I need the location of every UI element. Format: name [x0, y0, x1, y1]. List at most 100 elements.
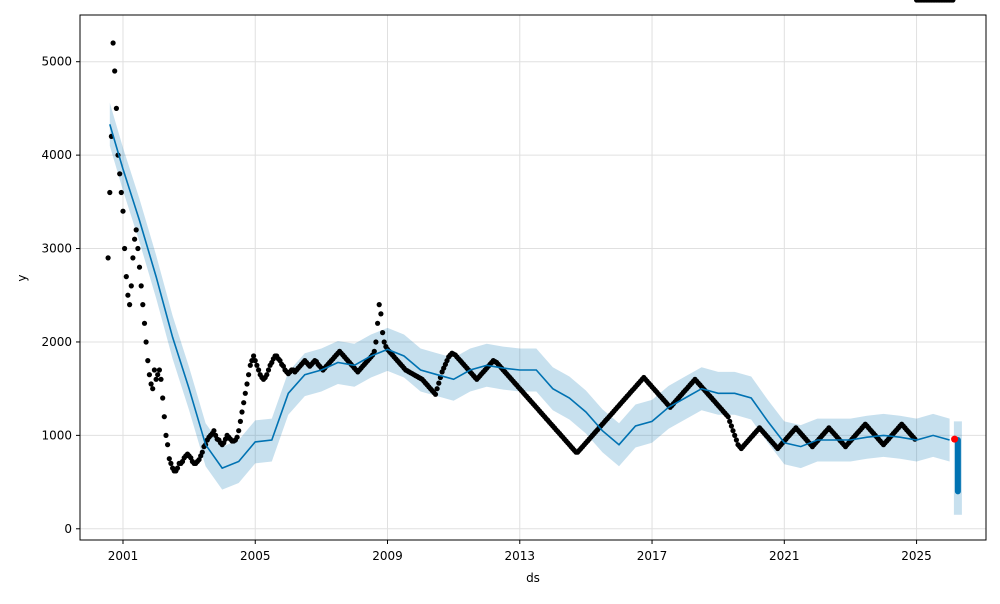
- observed-point: [434, 386, 440, 392]
- forecast-line: [109, 124, 950, 470]
- x-axis: 2001 2005 2009 2013 2017 2021 2025: [108, 540, 932, 563]
- observed-point: [252, 358, 258, 364]
- y-tick-label: 1000: [41, 428, 72, 442]
- observed-point: [239, 409, 245, 415]
- x-tick-label: 2001: [108, 549, 139, 563]
- observed-point: [432, 391, 439, 397]
- x-tick-label: 2017: [637, 549, 668, 563]
- observed-point: [151, 367, 157, 373]
- observed-point: [133, 227, 139, 233]
- observed-point: [158, 376, 164, 382]
- observed-point: [161, 414, 167, 420]
- y-axis: 0 1000 2000 3000 4000 5000: [41, 55, 80, 536]
- observed-point: [118, 189, 124, 196]
- observed-point: [236, 428, 242, 434]
- observed-point: [950, 0, 956, 3]
- observed-point: [237, 418, 243, 424]
- observed-point: [256, 367, 262, 373]
- observed-point: [211, 428, 217, 434]
- y-tick-label: 0: [64, 522, 72, 536]
- observed-point: [725, 414, 731, 420]
- x-tick-label: 2013: [505, 549, 536, 563]
- observed-point: [732, 432, 738, 438]
- observed-point: [727, 418, 733, 424]
- last-observed-marker: [951, 435, 959, 443]
- observed-point: [242, 390, 248, 396]
- observed-point: [247, 362, 253, 368]
- observed-point: [140, 302, 146, 308]
- observed-point: [241, 400, 247, 406]
- observed-point: [138, 283, 144, 289]
- observed-point: [163, 432, 169, 438]
- x-tick-label: 2021: [769, 549, 800, 563]
- observed-point: [145, 358, 151, 364]
- observed-point: [378, 311, 384, 317]
- x-tick-label: 2005: [240, 549, 271, 563]
- observed-point: [135, 245, 141, 252]
- observed-point: [244, 381, 250, 387]
- observed-point: [264, 372, 270, 378]
- observed-point: [117, 171, 123, 177]
- x-tick-label: 2009: [372, 549, 403, 563]
- observed-point: [730, 428, 736, 434]
- observed-point: [174, 465, 181, 471]
- forecast-line-path: [109, 124, 950, 470]
- observed-point: [251, 353, 257, 359]
- observed-point: [146, 372, 152, 378]
- observed-point: [246, 372, 252, 378]
- observed-point: [125, 292, 131, 298]
- observed-point: [166, 456, 172, 462]
- uncertainty-band-area: [109, 102, 950, 490]
- y-tick-label: 3000: [41, 242, 72, 256]
- observed-point: [160, 395, 166, 401]
- observed-point: [110, 40, 116, 46]
- observed-point: [254, 362, 260, 368]
- observed-point: [371, 348, 377, 354]
- observed-point: [112, 68, 118, 74]
- observed-point: [156, 367, 162, 373]
- forecast-tail: [953, 421, 962, 515]
- observed-point: [165, 442, 171, 448]
- y-axis-label: y: [15, 274, 29, 281]
- observed-point: [381, 339, 387, 345]
- observed-point: [148, 381, 154, 387]
- observed-point: [150, 386, 156, 392]
- observed-point: [168, 460, 174, 466]
- observed-point: [728, 423, 735, 429]
- observed-point: [132, 236, 138, 242]
- y-tick-label: 5000: [41, 55, 72, 69]
- observed-point: [127, 302, 133, 308]
- x-tick-label: 2025: [901, 549, 932, 563]
- x-axis-label: ds: [526, 571, 540, 585]
- observed-point: [141, 320, 148, 326]
- observed-point: [733, 437, 740, 443]
- last-observed-point: [951, 435, 959, 443]
- observed-point: [130, 255, 136, 261]
- observed-point: [436, 380, 442, 386]
- y-tick-label: 2000: [41, 335, 72, 349]
- observed-point: [143, 339, 149, 345]
- observed-point: [199, 449, 205, 455]
- observed-points: [105, 0, 956, 474]
- observed-point: [128, 283, 134, 289]
- observed-point: [122, 245, 128, 252]
- observed-point: [123, 274, 129, 280]
- observed-point: [376, 302, 382, 308]
- observed-point: [153, 376, 159, 382]
- observed-point: [373, 339, 379, 345]
- observed-point: [136, 264, 143, 270]
- observed-point: [234, 434, 240, 440]
- uncertainty-band: [109, 102, 950, 490]
- observed-point: [120, 208, 126, 214]
- observed-point: [380, 330, 386, 336]
- plot-frame: [79, 14, 987, 541]
- observed-point: [107, 189, 113, 196]
- y-tick-label: 4000: [41, 148, 72, 162]
- observed-point: [105, 255, 111, 261]
- observed-point: [113, 105, 119, 111]
- observed-point: [155, 372, 161, 378]
- observed-point: [265, 367, 272, 373]
